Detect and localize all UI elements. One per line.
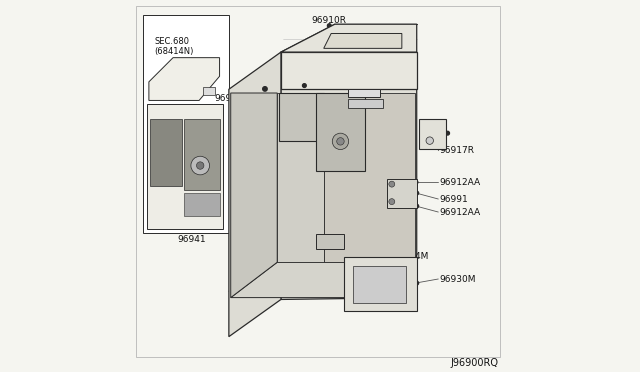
Text: 96991: 96991 [439,195,468,203]
Polygon shape [149,58,220,100]
Polygon shape [231,262,415,298]
Circle shape [328,236,332,240]
Text: 96941: 96941 [177,235,206,244]
Polygon shape [229,52,281,337]
Text: 68431M: 68431M [303,96,340,105]
Circle shape [445,131,449,135]
Text: 96912N: 96912N [353,167,389,176]
Polygon shape [344,257,417,311]
Polygon shape [281,52,417,299]
Circle shape [362,36,365,40]
Polygon shape [184,193,220,216]
Text: 96911: 96911 [316,77,345,86]
Circle shape [332,133,349,150]
Polygon shape [143,15,229,232]
Text: 96930M: 96930M [439,275,476,283]
Text: SEC.680
(68414N): SEC.680 (68414N) [154,37,194,56]
Text: FRONT: FRONT [250,287,285,297]
Circle shape [415,281,419,285]
Polygon shape [184,119,220,190]
Polygon shape [150,119,182,186]
Polygon shape [348,89,380,97]
Text: 68794M: 68794M [392,252,429,261]
Circle shape [415,191,419,195]
Circle shape [389,199,395,205]
Circle shape [389,181,395,187]
Circle shape [328,24,331,28]
Circle shape [191,156,209,175]
Polygon shape [353,266,406,303]
Polygon shape [419,119,447,149]
Circle shape [303,84,306,87]
Circle shape [414,180,418,184]
Circle shape [356,90,360,94]
Circle shape [426,137,433,144]
Polygon shape [348,99,383,108]
Polygon shape [316,234,344,249]
Text: J96900RQ: J96900RQ [451,358,499,368]
Text: 96912AA: 96912AA [439,178,480,187]
Polygon shape [324,33,402,48]
Text: 96926M: 96926M [316,152,353,161]
Polygon shape [316,93,365,171]
Polygon shape [277,93,324,262]
Circle shape [196,162,204,169]
Text: 96912AA: 96912AA [439,208,480,217]
Circle shape [337,138,344,145]
Circle shape [371,41,374,45]
Polygon shape [203,87,215,95]
Text: 96919A: 96919A [365,49,399,58]
Text: 96910R: 96910R [312,16,347,25]
Polygon shape [136,6,500,357]
Text: 96912A: 96912A [214,94,250,103]
Polygon shape [231,93,277,298]
Text: 96917R: 96917R [439,146,474,155]
Circle shape [262,87,267,91]
Polygon shape [281,24,417,52]
Polygon shape [147,104,223,229]
Circle shape [330,147,334,150]
Polygon shape [281,52,417,89]
Circle shape [415,204,419,208]
Text: 96921: 96921 [332,44,361,53]
Circle shape [297,107,301,110]
Polygon shape [324,93,415,262]
Polygon shape [279,93,324,141]
Polygon shape [387,179,417,208]
